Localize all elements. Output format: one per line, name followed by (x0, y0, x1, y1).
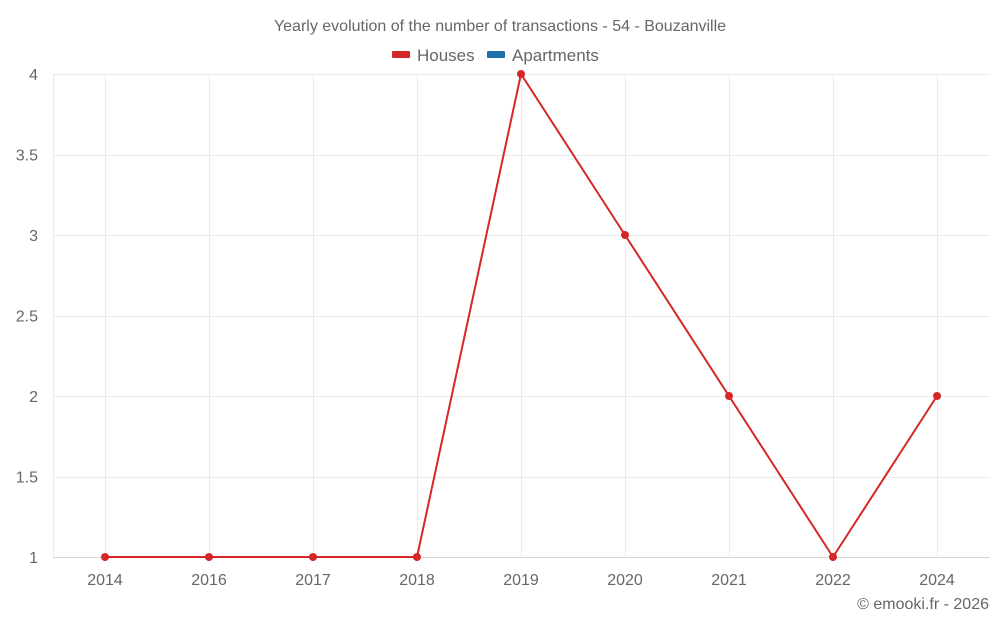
x-tick-label: 2024 (919, 572, 955, 589)
x-tick-label: 2019 (503, 572, 539, 589)
legend-label-houses: Houses (417, 46, 475, 65)
x-axis-ticks: 2014 2016 2017 2018 2019 2020 2021 2022 2024 (87, 572, 955, 589)
x-tick-label: 2017 (295, 572, 331, 589)
data-point-marker[interactable] (101, 553, 109, 561)
data-point-marker[interactable] (517, 70, 525, 78)
x-tick-label: 2020 (607, 572, 643, 589)
y-tick-label: 2.5 (16, 309, 38, 326)
credit-text: © emooki.fr - 2026 (857, 596, 989, 613)
legend-item-houses[interactable]: Houses (392, 46, 475, 65)
data-point-marker[interactable] (205, 553, 213, 561)
houses-swatch-icon (392, 51, 410, 58)
x-tick-label: 2021 (711, 572, 747, 589)
data-point-marker[interactable] (829, 553, 837, 561)
gridlines (53, 74, 990, 558)
y-axis-ticks: 1 1.5 2 2.5 3 3.5 4 (16, 67, 38, 567)
data-point-marker[interactable] (933, 392, 941, 400)
legend: Houses Apartments (392, 46, 599, 65)
legend-label-apartments: Apartments (512, 46, 599, 65)
y-tick-label: 1.5 (16, 470, 38, 487)
x-tick-label: 2018 (399, 572, 435, 589)
data-point-marker[interactable] (725, 392, 733, 400)
x-tick-label: 2014 (87, 572, 123, 589)
series-houses (101, 70, 941, 561)
y-tick-label: 2 (29, 389, 38, 406)
x-tick-label: 2022 (815, 572, 851, 589)
legend-item-apartments[interactable]: Apartments (487, 46, 599, 65)
y-tick-label: 3.5 (16, 148, 38, 165)
y-tick-label: 3 (29, 228, 38, 245)
x-tick-label: 2016 (191, 572, 227, 589)
chart-title: Yearly evolution of the number of transa… (274, 18, 726, 35)
data-point-marker[interactable] (621, 231, 629, 239)
y-tick-label: 1 (29, 550, 38, 567)
data-point-marker[interactable] (309, 553, 317, 561)
apartments-swatch-icon (487, 51, 505, 58)
data-point-marker[interactable] (413, 553, 421, 561)
y-tick-label: 4 (29, 67, 38, 84)
